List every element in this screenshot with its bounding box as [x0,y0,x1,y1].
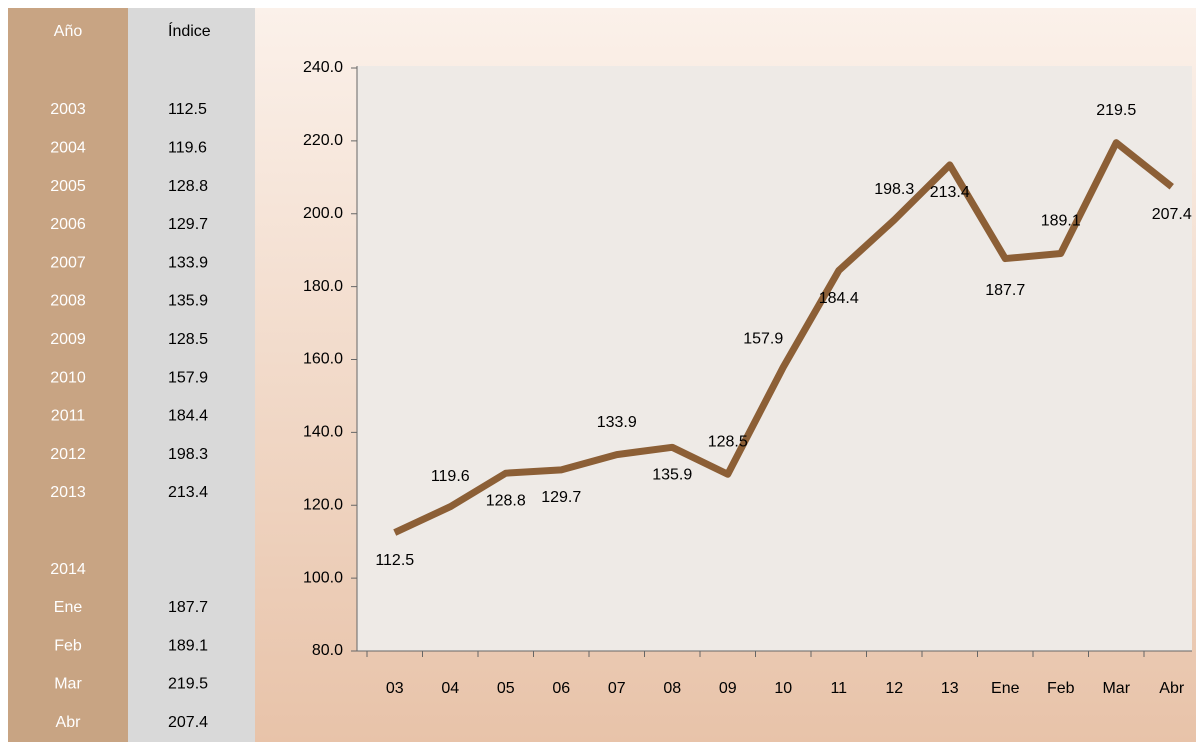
y-tick-label: 200.0 [303,205,343,222]
year-cell: Feb [54,637,82,654]
year-cell: 2011 [51,408,86,425]
index-cell: 128.5 [168,331,208,348]
x-tick-label: 10 [774,680,792,697]
index-cell: 207.4 [168,714,208,731]
x-tick-label: 04 [441,680,459,697]
year-cell: 2010 [50,369,86,386]
x-tick-label: Ene [991,680,1020,697]
year-cell: 2014 [50,561,86,578]
y-tick-label: 140.0 [303,424,343,441]
year-column [8,8,128,742]
year-cell: 2003 [50,101,86,118]
index-cell: 184.4 [168,408,208,425]
y-tick-label: 220.0 [303,132,343,149]
year-cell: 2007 [50,254,86,271]
y-tick-label: 160.0 [303,351,343,368]
year-cell: 2005 [50,178,86,195]
data-label: 157.9 [743,330,783,347]
data-label: 213.4 [930,184,970,201]
header-cell: Índice [168,21,211,40]
x-tick-label: 12 [885,680,903,697]
data-label: 129.7 [541,489,581,506]
line [393,139,1174,536]
index-cell: 157.9 [168,369,208,386]
index-column [128,8,255,742]
year-cell: 2004 [50,140,86,157]
index-cell: 129.7 [168,216,208,233]
year-cell: Abr [56,714,82,731]
data-label: 128.5 [708,433,748,450]
x-tick-label: 03 [386,680,404,697]
data-label: 187.7 [985,282,1025,299]
y-tick-label: 100.0 [303,569,343,586]
data-label: 198.3 [874,181,914,198]
data-label: 207.4 [1152,206,1192,223]
year-cell: 2009 [50,331,86,348]
data-label: 133.9 [597,414,637,431]
x-tick-label: 09 [719,680,737,697]
x-tick-label: 05 [497,680,515,697]
year-cell: 2006 [50,216,86,233]
index-cell: 112.5 [168,101,207,118]
y-tick-label: 80.0 [312,642,343,659]
data-label: 135.9 [652,467,692,484]
data-label: 128.8 [486,492,526,509]
year-cell: Ene [54,599,83,616]
header-cell: Año [54,23,83,40]
x-tick-label: Feb [1047,680,1075,697]
year-cell: Mar [54,676,82,693]
year-cell: 2012 [50,446,86,463]
x-tick-label: Abr [1159,680,1185,697]
index-cell: 119.6 [168,140,207,157]
y-tick-label: 240.0 [303,59,343,76]
year-cell: 2013 [50,484,86,501]
x-tick-label: Mar [1102,680,1130,697]
data-label: 119.6 [431,468,470,485]
plot-area [357,66,1192,651]
data-label: 112.5 [375,552,414,569]
data-label: 189.1 [1041,213,1081,230]
index-cell: 189.1 [168,637,208,654]
x-tick-label: 06 [552,680,570,697]
data-label: 184.4 [819,290,859,307]
index-cell: 187.7 [168,599,208,616]
x-tick-label: 08 [663,680,681,697]
index-cell: 219.5 [168,676,208,693]
x-tick-label: 07 [608,680,626,697]
y-tick-label: 180.0 [303,278,343,295]
x-tick-label: 13 [941,680,959,697]
index-cell: 198.3 [168,446,208,463]
y-tick-label: 120.0 [303,496,343,513]
index-cell: 213.4 [168,484,208,501]
index-cell: 128.8 [168,178,208,195]
index-cell: 133.9 [168,254,208,271]
data-label: 219.5 [1096,102,1136,119]
index-cell: 135.9 [168,293,208,310]
year-cell: 2008 [50,293,86,310]
x-tick-label: 11 [830,680,847,697]
